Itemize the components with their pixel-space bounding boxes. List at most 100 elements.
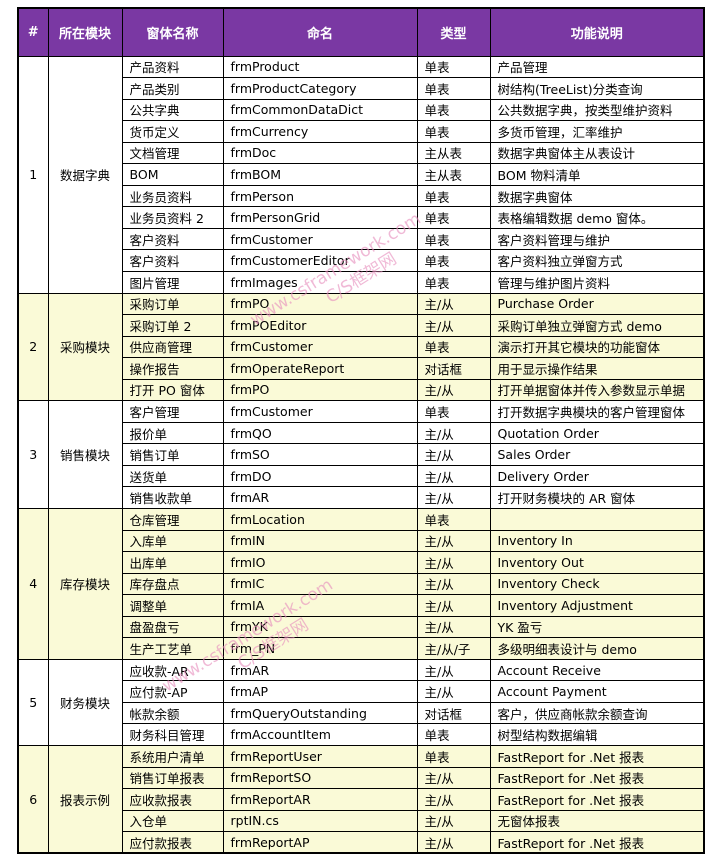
table-row: 入库单 frmIN 主/从 Inventory In	[18, 529, 705, 553]
description-cell: 数据字典窗体主从表设计	[489, 141, 705, 165]
form-name-cell: 采购订单	[121, 292, 224, 316]
type-cell: 主/从	[416, 658, 491, 682]
class-name-cell: frmIC	[222, 572, 418, 596]
type-cell: 单表	[416, 507, 491, 531]
class-name-cell: frmPerson	[222, 184, 418, 208]
description-cell	[489, 507, 705, 531]
type-cell: 单表	[416, 227, 491, 251]
class-name-cell: frmPO	[222, 378, 418, 402]
class-name-cell: frmCurrency	[222, 120, 418, 143]
table-row: 生产工艺单 frm_PN 主/从/子 多级明细表设计与 demo	[18, 637, 705, 660]
class-name-cell: rptIN.cs	[222, 809, 418, 833]
type-cell: 单表	[416, 249, 491, 272]
module-name-cell: 库存模块	[47, 507, 123, 660]
type-cell: 单表	[416, 723, 491, 746]
description-cell: 树型结构数据编辑	[489, 723, 705, 746]
description-cell: Inventory In	[489, 529, 705, 553]
module-name-cell: 销售模块	[47, 400, 123, 509]
description-cell: 无窗体报表	[489, 809, 705, 833]
form-name-cell: 操作报告	[121, 357, 224, 380]
description-cell: 客户资料独立弹窗方式	[489, 249, 705, 272]
form-name-cell: 调整单	[121, 594, 224, 617]
type-cell: 单表	[416, 55, 491, 79]
column-header-type: 类型	[416, 7, 491, 57]
module-name-cell: 采购模块	[47, 292, 123, 402]
form-name-cell: 财务科目管理	[121, 723, 224, 746]
description-cell: 公共数据字典，按类型维护资料	[489, 98, 705, 122]
type-cell: 主/从	[416, 594, 491, 617]
form-name-cell: 业务员资料	[121, 184, 224, 208]
table-row: 图片管理 frmImages 单表 管理与维护图片资料	[18, 270, 705, 294]
table-row: 供应商管理 frmCustomer 单表 演示打开其它模块的功能窗体	[18, 335, 705, 359]
table-row: 销售收款单 frmAR 主/从 打开财务模块的 AR 窗体	[18, 486, 705, 509]
type-cell: 主/从	[416, 831, 491, 854]
description-cell: FastReport for .Net 报表	[489, 788, 705, 811]
description-cell: Quotation Order	[489, 421, 705, 445]
description-cell: Purchase Order	[489, 292, 705, 316]
description-cell: BOM 物料清单	[489, 163, 705, 186]
form-name-cell: 应收款报表	[121, 788, 224, 811]
table-row: 业务员资料 2 frmPersonGrid 单表 表格编辑数据 demo 窗体。	[18, 206, 705, 229]
module-name-cell: 财务模块	[47, 658, 123, 747]
table-row: 客户资料 frmCustomerEditor 单表 客户资料独立弹窗方式	[18, 249, 705, 272]
type-cell: 主/从/子	[416, 637, 491, 660]
module-number-cell: 3	[17, 400, 49, 509]
class-name-cell: frmYK	[222, 615, 418, 639]
table-row: 1 数据字典 产品资料 frmProduct 单表 产品管理	[17, 55, 705, 294]
class-name-cell: frmCustomer	[222, 400, 418, 423]
module-number-cell: 2	[17, 292, 49, 402]
class-name-cell: frmReportSO	[222, 766, 418, 790]
form-name-cell: 报价单	[121, 421, 224, 445]
table-row: BOM frmBOM 主从表 BOM 物料清单	[18, 163, 705, 186]
description-cell: Sales Order	[489, 443, 705, 466]
table-row: 调整单 frmIA 主/从 Inventory Adjustment	[18, 594, 705, 617]
type-cell: 单表	[416, 745, 491, 768]
type-cell: 单表	[416, 120, 491, 143]
form-name-cell: 销售订单	[121, 443, 224, 466]
table-body: 1 数据字典 产品资料 frmProduct 单表 产品管理 产品类别 frmProductC…	[17, 55, 705, 854]
type-cell: 主/从	[416, 464, 491, 488]
type-cell: 对话框	[416, 701, 491, 725]
class-name-cell: frmImages	[222, 270, 418, 294]
class-name-cell: frmDO	[222, 464, 418, 488]
form-name-cell: 系统用户清单	[121, 745, 224, 768]
column-header-class-name: 命名	[222, 7, 418, 57]
table-row: 应收款报表 frmReportAR 主/从 FastReport for .Net 报…	[18, 788, 705, 811]
table-row: 出库单 frmIO 主/从 Inventory Out	[18, 551, 705, 574]
type-cell: 单表	[416, 335, 491, 359]
class-name-cell: frmLocation	[222, 507, 418, 531]
form-name-cell: 客户资料	[121, 249, 224, 272]
description-cell: FastReport for .Net 报表	[489, 745, 705, 768]
class-name-cell: frmDoc	[222, 141, 418, 165]
class-name-cell: frmReportAP	[222, 831, 418, 854]
table-row: 2 采购模块 采购订单 frmPO 主/从 Purchase Order	[17, 292, 705, 402]
module-name-cell: 数据字典	[47, 55, 123, 294]
type-cell: 对话框	[416, 357, 491, 380]
description-cell: Account Payment	[489, 680, 705, 703]
form-name-cell: 客户管理	[121, 400, 224, 423]
description-cell: Inventory Adjustment	[489, 594, 705, 617]
description-cell: 多级明细表设计与 demo	[489, 637, 705, 660]
form-name-cell: 出库单	[121, 551, 224, 574]
class-name-cell: frmIN	[222, 529, 418, 553]
class-name-cell: frmCommonDataDict	[222, 98, 418, 122]
description-cell: 数据字典窗体	[489, 184, 705, 208]
type-cell: 主/从	[416, 809, 491, 833]
forms-table: # 所在模块 窗体名称 命名 类型 功能说明 1 数据字典 产品资料 frmProdu…	[17, 7, 705, 855]
class-name-cell: frmPersonGrid	[222, 206, 418, 229]
form-name-cell: 采购订单 2	[121, 314, 224, 337]
type-cell: 主/从	[416, 615, 491, 639]
form-name-cell: 送货单	[121, 464, 224, 488]
class-name-cell: frmIO	[222, 551, 418, 574]
form-name-cell: 盘盈盘亏	[121, 615, 224, 639]
form-name-cell: 仓库管理	[121, 507, 224, 531]
description-cell: 打开单据窗体并传入参数显示单据	[489, 378, 705, 402]
class-name-cell: frmCustomerEditor	[222, 249, 418, 272]
type-cell: 主从表	[416, 141, 491, 165]
form-name-cell: 入库单	[121, 529, 224, 553]
type-cell: 主/从	[416, 788, 491, 811]
module-name-cell: 报表示例	[47, 745, 123, 854]
table-row: 文档管理 frmDoc 主从表 数据字典窗体主从表设计	[18, 141, 705, 165]
table-row: 应付款-AP frmAP 主/从 Account Payment	[18, 680, 705, 703]
table-row: 产品类别 frmProductCategory 单表 树结构(TreeList)分类查…	[18, 77, 705, 100]
